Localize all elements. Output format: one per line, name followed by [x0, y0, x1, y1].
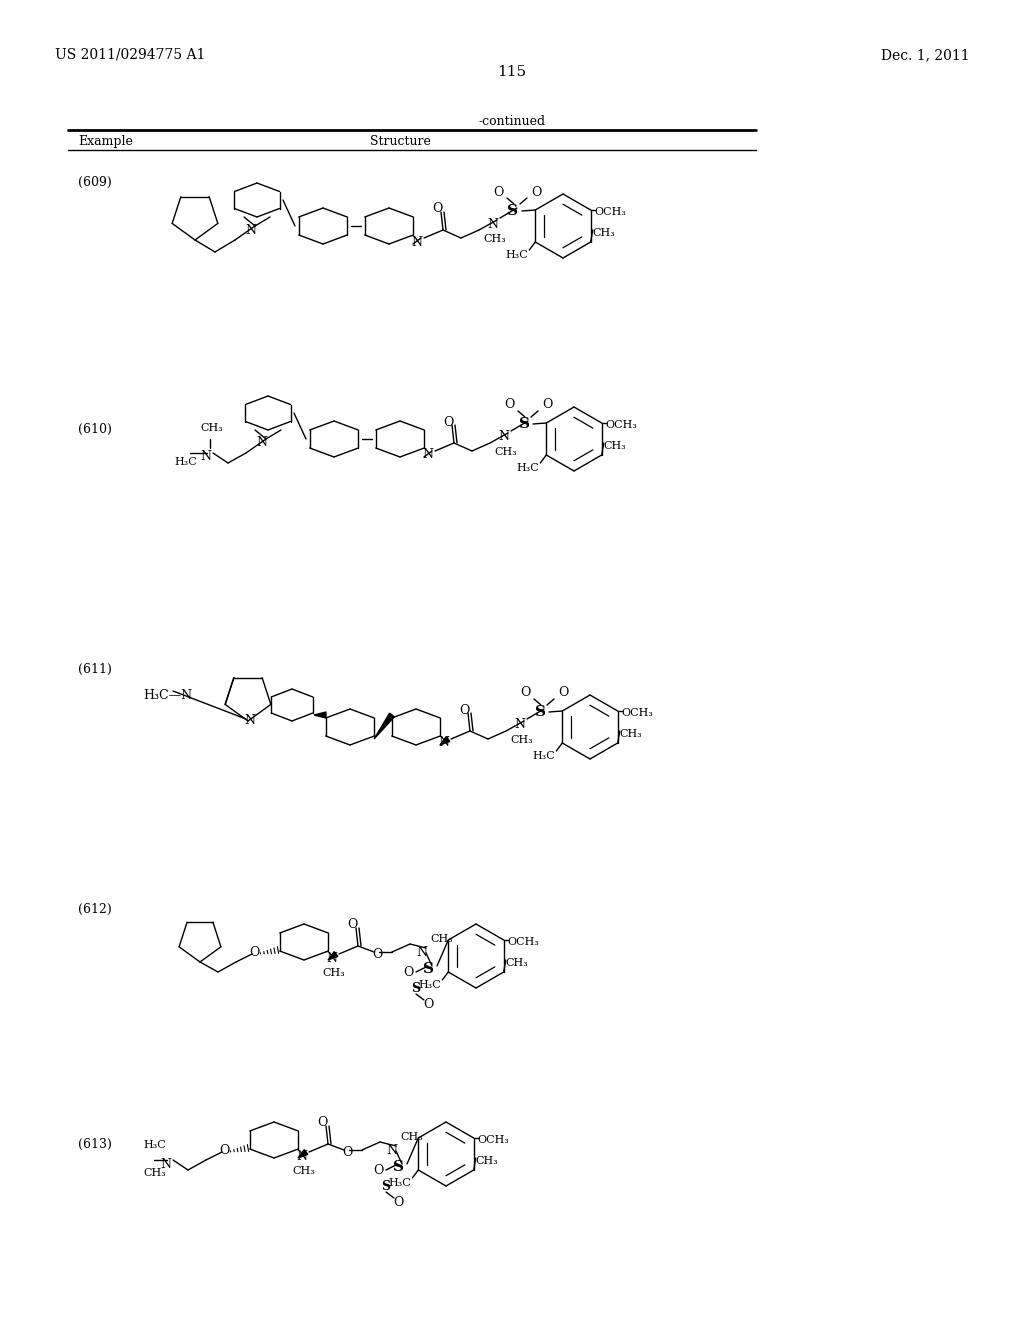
Text: OCH₃: OCH₃: [508, 937, 540, 946]
Text: N: N: [256, 437, 267, 450]
Text: O: O: [423, 998, 433, 1011]
Text: O: O: [347, 919, 357, 932]
Text: S: S: [518, 417, 529, 432]
Text: Dec. 1, 2011: Dec. 1, 2011: [882, 48, 970, 62]
Text: OCH₃: OCH₃: [622, 708, 653, 718]
Text: O: O: [459, 704, 469, 717]
Polygon shape: [314, 711, 326, 718]
Text: (611): (611): [78, 663, 112, 676]
Text: (610): (610): [78, 422, 112, 436]
Text: CH₃: CH₃: [292, 1166, 314, 1176]
Text: H₃C: H₃C: [143, 1140, 166, 1150]
Text: H₃C: H₃C: [532, 751, 555, 762]
Text: CH₃: CH₃: [506, 958, 528, 968]
Text: S: S: [508, 205, 518, 218]
Polygon shape: [374, 713, 394, 739]
Text: CH₃: CH₃: [494, 447, 517, 457]
Text: CH₃: CH₃: [604, 441, 627, 451]
Text: O: O: [520, 686, 530, 700]
Text: H₃C: H₃C: [505, 249, 528, 260]
Text: S: S: [381, 1180, 390, 1192]
Text: N: N: [386, 1143, 397, 1156]
Text: N: N: [514, 718, 525, 731]
Text: H₃C: H₃C: [388, 1177, 411, 1188]
Text: CH₃: CH₃: [400, 1133, 423, 1142]
Text: O: O: [504, 399, 514, 412]
Text: -continued: -continued: [478, 115, 546, 128]
Text: 115: 115: [498, 65, 526, 79]
Text: H₃C—N: H₃C—N: [143, 689, 193, 702]
Text: CH₃: CH₃: [483, 234, 506, 244]
Text: N: N: [417, 945, 427, 958]
Text: N: N: [297, 1150, 307, 1163]
Text: O: O: [493, 186, 503, 198]
Text: CH₃: CH₃: [322, 968, 345, 978]
Text: N: N: [423, 449, 433, 462]
Text: CH₃: CH₃: [143, 1168, 166, 1177]
Text: O: O: [393, 1196, 403, 1209]
Text: (612): (612): [78, 903, 112, 916]
Text: N: N: [246, 223, 256, 236]
Text: OCH₃: OCH₃: [606, 420, 638, 430]
Text: CH₃: CH₃: [476, 1156, 499, 1166]
Text: O: O: [542, 399, 552, 412]
Text: US 2011/0294775 A1: US 2011/0294775 A1: [55, 48, 206, 62]
Text: S: S: [423, 962, 433, 975]
Text: O: O: [558, 686, 568, 700]
Text: H₃C: H₃C: [418, 979, 441, 990]
Text: N: N: [438, 737, 450, 750]
Polygon shape: [328, 952, 338, 960]
Text: N: N: [412, 235, 423, 248]
Text: O: O: [530, 186, 542, 198]
Text: O: O: [219, 1143, 229, 1156]
Text: (609): (609): [78, 176, 112, 189]
Text: H₃C: H₃C: [174, 457, 197, 467]
Text: O: O: [373, 1163, 383, 1176]
Text: CH₃: CH₃: [200, 422, 223, 433]
Text: OCH₃: OCH₃: [478, 1135, 510, 1144]
Text: N: N: [499, 430, 510, 444]
Text: O: O: [249, 945, 259, 958]
Text: N: N: [245, 714, 256, 727]
Text: O: O: [442, 416, 454, 429]
Text: N: N: [201, 450, 212, 463]
Text: Structure: Structure: [370, 135, 430, 148]
Text: O: O: [316, 1117, 328, 1130]
Text: Example: Example: [78, 135, 133, 148]
Text: S: S: [412, 982, 421, 994]
Text: H₃C: H₃C: [516, 463, 539, 473]
Text: S: S: [535, 705, 546, 719]
Text: OCH₃: OCH₃: [595, 207, 627, 216]
Polygon shape: [298, 1150, 308, 1158]
Text: O: O: [402, 965, 414, 978]
Text: CH₃: CH₃: [620, 729, 642, 739]
Text: (613): (613): [78, 1138, 112, 1151]
Text: CH₃: CH₃: [430, 935, 453, 944]
Text: O: O: [432, 202, 442, 215]
Text: CH₃: CH₃: [510, 735, 532, 744]
Text: N: N: [161, 1158, 171, 1171]
Text: S: S: [392, 1160, 403, 1173]
Polygon shape: [440, 737, 450, 744]
Text: O: O: [342, 1147, 352, 1159]
Text: N: N: [487, 218, 499, 231]
Text: N: N: [327, 952, 338, 965]
Text: CH₃: CH₃: [593, 228, 615, 238]
Text: O: O: [372, 949, 382, 961]
